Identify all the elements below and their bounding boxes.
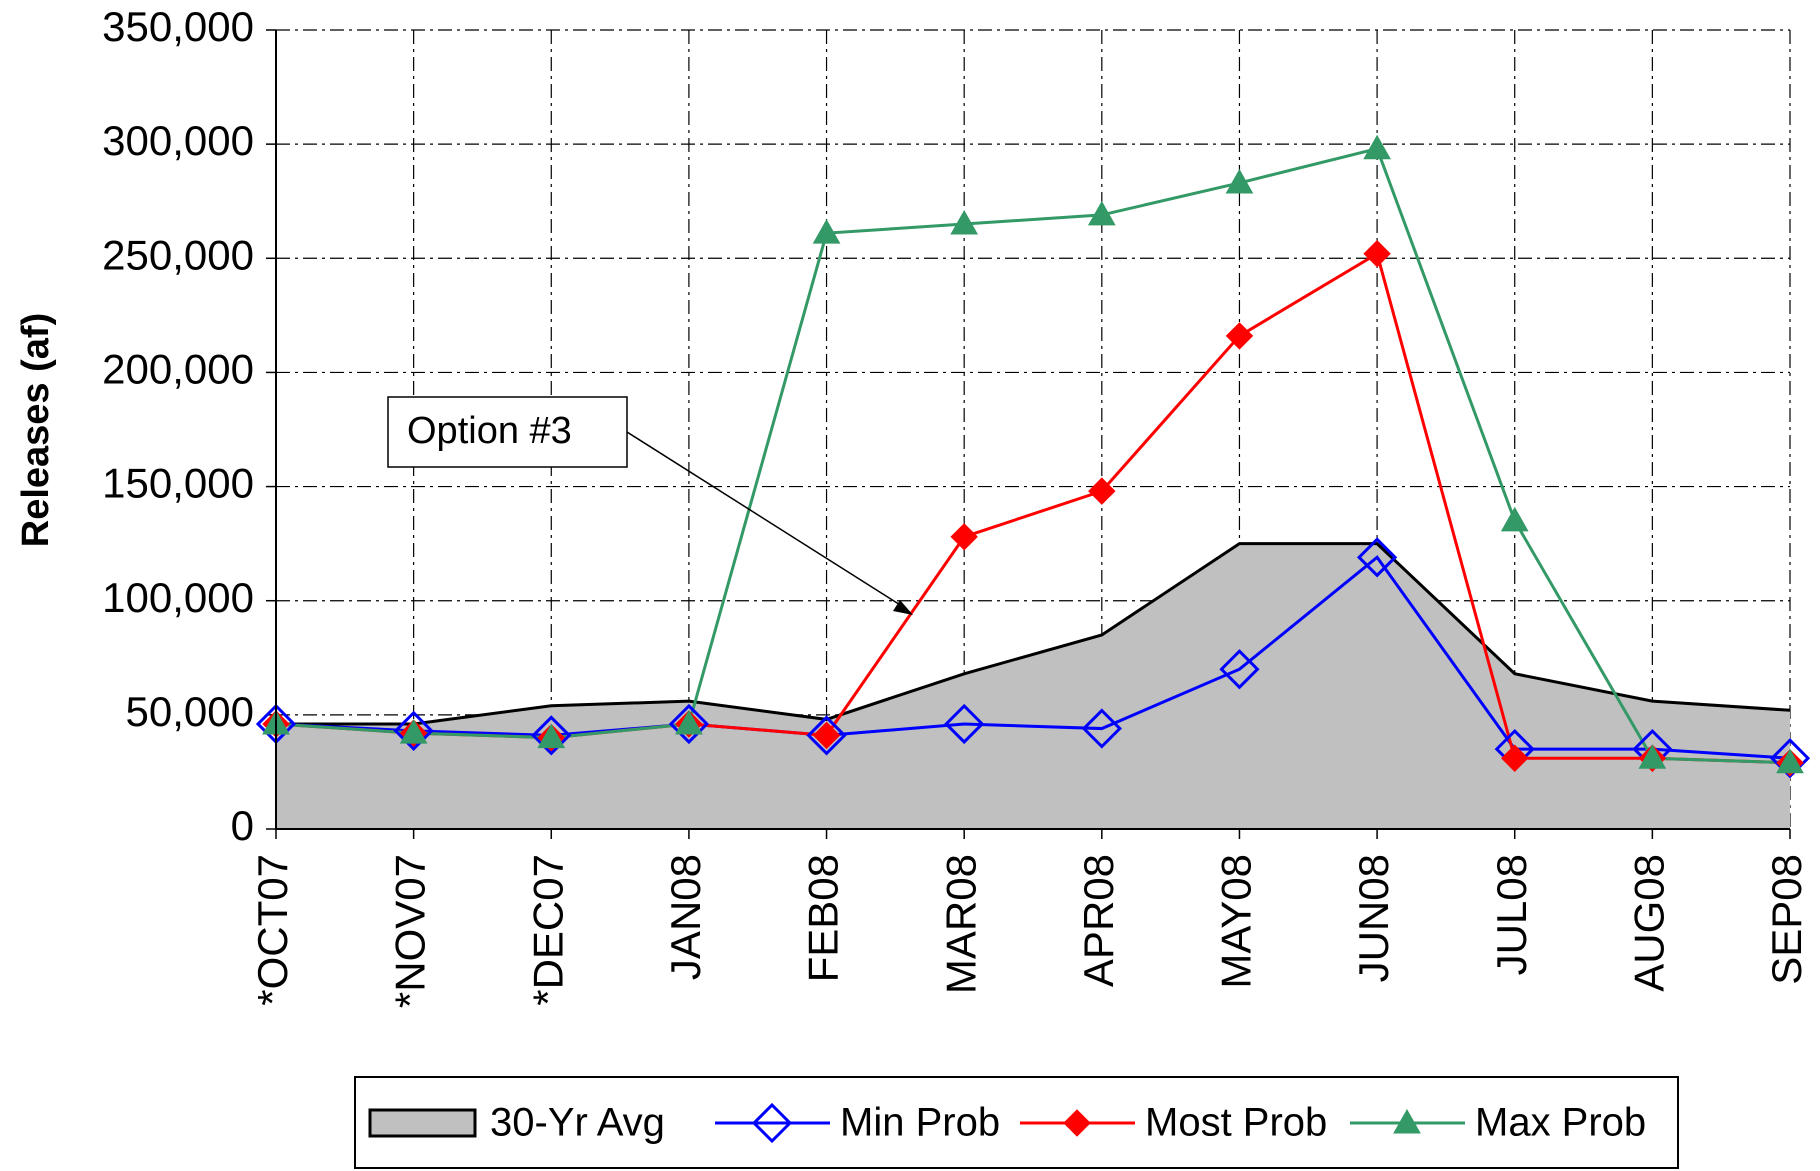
marker	[1356, 537, 1398, 578]
series-line	[275, 555, 1791, 760]
x-tick-label: *OCT07	[249, 854, 296, 1006]
marker	[531, 715, 572, 756]
x-tick-label: AUG08	[1625, 854, 1672, 992]
annotation-arrow	[626, 431, 906, 609]
marker	[1088, 477, 1116, 505]
marker	[950, 210, 979, 235]
y-tick-label: 50,000	[126, 688, 254, 735]
y-tick-label: 150,000	[102, 460, 254, 507]
x-tick-label: FEB08	[800, 854, 847, 982]
y-tick-label: 350,000	[102, 3, 254, 50]
marker	[812, 219, 841, 244]
marker	[1219, 649, 1260, 690]
marker	[1776, 748, 1804, 774]
legend: 30-Yr Avg Min Prob Most Prob Max Prob	[354, 1076, 1679, 1169]
y-tick-label: 100,000	[102, 574, 254, 621]
legend-label: Max Prob	[1475, 1101, 1646, 1145]
x-tick-label: JUL08	[1488, 854, 1535, 975]
legend-label: Most Prob	[1145, 1101, 1327, 1145]
marker	[944, 703, 985, 745]
marker	[1225, 168, 1254, 194]
legend-marker	[751, 1102, 793, 1144]
marker	[1081, 708, 1122, 749]
x-tick-label: APR08	[1075, 854, 1122, 987]
y-tick-label: 200,000	[102, 346, 254, 393]
marker	[1363, 134, 1391, 160]
legend-label: Min Prob	[840, 1101, 1000, 1145]
marker	[812, 721, 841, 750]
marker	[1363, 240, 1391, 268]
x-tick-label: *NOV07	[387, 854, 434, 1008]
marker	[675, 709, 703, 735]
legend-marker	[1393, 1108, 1421, 1134]
series-line	[275, 146, 1791, 765]
x-tick-label: MAR08	[937, 854, 984, 994]
x-tick-label: SEP08	[1763, 854, 1810, 985]
area	[276, 543, 1790, 829]
annotation-arrowhead	[893, 600, 913, 615]
marker	[537, 723, 566, 749]
marker	[1500, 506, 1529, 532]
x-tick-label: JUN08	[1350, 854, 1397, 982]
annotation-box	[387, 396, 628, 468]
legend-swatch	[368, 1108, 477, 1138]
y-tick-label: 0	[231, 802, 254, 849]
legend-marker	[1063, 1109, 1091, 1137]
marker	[1501, 744, 1529, 772]
y-axis-title: Releases (af)	[15, 313, 57, 547]
marker	[399, 719, 428, 744]
x-tick-label: *DEC07	[524, 854, 571, 1006]
legend-label: 30-Yr Avg	[490, 1101, 665, 1145]
x-tick-label: MAY08	[1213, 854, 1260, 989]
marker	[1087, 200, 1116, 226]
marker	[1638, 744, 1667, 769]
area-outline	[276, 542, 1791, 726]
x-tick-label: JAN08	[662, 854, 709, 980]
marker	[1225, 322, 1254, 350]
marker	[806, 715, 847, 756]
marker	[668, 703, 710, 745]
marker	[950, 523, 978, 551]
annotation-text: Option #3	[407, 410, 572, 452]
y-tick-label: 300,000	[102, 117, 254, 164]
y-tick-label: 250,000	[102, 231, 254, 278]
marker	[393, 710, 434, 751]
